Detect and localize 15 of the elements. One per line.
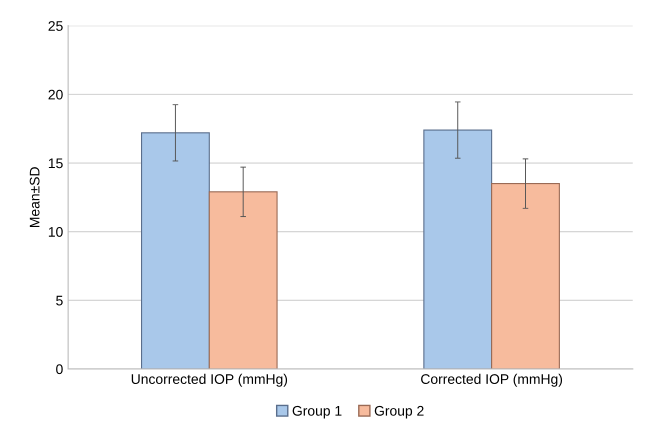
- legend-label: Group 2: [374, 406, 424, 418]
- legend-label: Group 1: [292, 406, 342, 418]
- y-tick-label: 15: [48, 158, 63, 168]
- y-axis-title: Mean±SD: [30, 167, 40, 228]
- x-tick-label: Corrected IOP (mmHg): [421, 374, 562, 387]
- bar: [208, 191, 278, 369]
- y-tick-label: 20: [48, 90, 63, 100]
- bar: [140, 132, 210, 369]
- x-tick-label: Uncorrected IOP (mmHg): [132, 374, 288, 387]
- y-tick-label: 0: [56, 364, 63, 374]
- y-tick-label: 5: [56, 296, 63, 306]
- bar: [423, 130, 492, 369]
- bar: [491, 183, 560, 369]
- y-tick-label: 10: [48, 226, 63, 237]
- y-tick-label: 25: [48, 21, 63, 31]
